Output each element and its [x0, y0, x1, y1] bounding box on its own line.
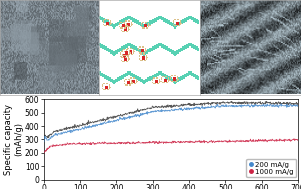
- Y-axis label: Specific capacity
(mAh/g): Specific capacity (mAh/g): [4, 104, 23, 175]
- Legend: 200 mA/g, 1000 mA/g: 200 mA/g, 1000 mA/g: [246, 159, 296, 177]
